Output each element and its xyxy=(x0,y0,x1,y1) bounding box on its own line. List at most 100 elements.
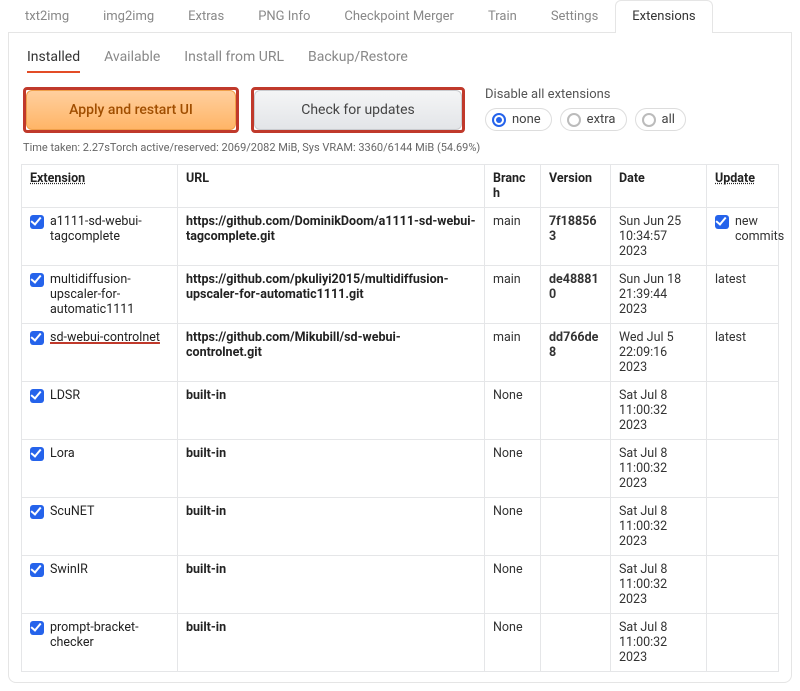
sub-tab-installed[interactable]: Installed xyxy=(27,43,80,73)
extension-checkbox[interactable] xyxy=(30,331,44,345)
extension-name: prompt-bracket-checker xyxy=(50,620,169,650)
extension-version xyxy=(541,382,611,440)
extension-name: Lora xyxy=(50,446,75,461)
disable-radio-extra[interactable]: extra xyxy=(560,108,627,131)
extension-name: a1111-sd-webui-tagcomplete xyxy=(50,214,169,244)
disable-extensions-group: Disable all extensions none extra all xyxy=(485,87,686,131)
apply-restart-button[interactable]: Apply and restart UI xyxy=(26,90,236,130)
sub-tab-available[interactable]: Available xyxy=(104,43,160,73)
th-url: URL xyxy=(178,165,485,208)
extension-branch: None xyxy=(485,440,541,498)
extension-checkbox[interactable] xyxy=(30,621,44,635)
extension-update xyxy=(707,614,779,672)
update-label: new commits xyxy=(735,214,784,244)
extension-date: Sat Jul 8 11:00:32 2023 xyxy=(611,498,707,556)
extension-update xyxy=(707,556,779,614)
disable-title: Disable all extensions xyxy=(485,87,686,102)
extensions-panel: Installed Available Install from URL Backup… xyxy=(8,33,792,683)
extension-branch: None xyxy=(485,614,541,672)
table-row: SwinIRbuilt-inNoneSat Jul 8 11:00:32 202… xyxy=(22,556,779,614)
extension-checkbox[interactable] xyxy=(30,215,44,229)
table-row: LDSR built-inNone Sat Jul 8 11:00:32 2023 xyxy=(22,382,779,440)
extension-date: Sun Jun 25 10:34:57 2023 xyxy=(611,208,707,266)
table-row: Lora built-inNone Sat Jul 8 11:00:32 2023 xyxy=(22,440,779,498)
extension-date: Sat Jul 8 11:00:32 2023 xyxy=(611,440,707,498)
table-header-row: Extension URL Branch Version Date Update xyxy=(22,165,779,208)
main-tab-png-info[interactable]: PNG Info xyxy=(241,0,327,32)
extension-name: ScuNET xyxy=(50,504,94,519)
check-highlight: Check for updates xyxy=(251,87,465,133)
radio-dot-icon xyxy=(567,113,581,127)
extension-name: sd-webui-controlnet xyxy=(50,330,160,345)
extension-update: new commits xyxy=(707,208,779,266)
table-row: prompt-bracket-checker built-inNone Sat Ju… xyxy=(22,614,779,672)
extension-date: Wed Jul 5 22:09:16 2023 xyxy=(611,324,707,382)
extension-branch: main xyxy=(485,324,541,382)
extension-url: https://github.com/pkuliyi2015/multidiff… xyxy=(178,266,485,324)
extension-update xyxy=(707,498,779,556)
th-extension[interactable]: Extension xyxy=(22,165,178,208)
extension-version xyxy=(541,614,611,672)
radio-label: all xyxy=(662,112,675,127)
sub-tabs: Installed Available Install from URL Backup… xyxy=(21,41,779,73)
check-updates-button[interactable]: Check for updates xyxy=(254,90,462,130)
table-row: multidiffusion-upscaler-for-automatic111… xyxy=(22,266,779,324)
extension-version xyxy=(541,440,611,498)
status-line: Time taken: 2.27sTorch active/reserved: … xyxy=(21,141,779,154)
main-tab-txt2img[interactable]: txt2img xyxy=(8,0,86,32)
extension-checkbox[interactable] xyxy=(30,273,44,287)
extension-version xyxy=(541,498,611,556)
extension-version: 7f188563 xyxy=(541,208,611,266)
extension-date: Sat Jul 8 11:00:32 2023 xyxy=(611,614,707,672)
extension-checkbox[interactable] xyxy=(30,563,44,577)
extension-checkbox[interactable] xyxy=(30,447,44,461)
extension-update: latest xyxy=(707,266,779,324)
main-tab-train[interactable]: Train xyxy=(471,0,534,32)
sub-tab-backup-restore[interactable]: Backup/Restore xyxy=(308,43,408,73)
extension-url: https://github.com/DominikDoom/a1111-sd-… xyxy=(178,208,485,266)
extension-checkbox[interactable] xyxy=(30,505,44,519)
extension-update xyxy=(707,440,779,498)
th-branch: Branch xyxy=(485,165,541,208)
extension-url: built-in xyxy=(178,440,485,498)
extension-branch: None xyxy=(485,556,541,614)
main-tab-settings[interactable]: Settings xyxy=(534,0,615,32)
extension-update: latest xyxy=(707,324,779,382)
extension-version xyxy=(541,556,611,614)
extension-name: SwinIR xyxy=(50,562,88,577)
update-checkbox[interactable] xyxy=(715,215,729,229)
extension-branch: main xyxy=(485,266,541,324)
radio-label: extra xyxy=(587,112,616,127)
sub-tab-install-from-url[interactable]: Install from URL xyxy=(184,43,284,73)
disable-radio-none[interactable]: none xyxy=(485,108,552,131)
th-update[interactable]: Update xyxy=(707,165,779,208)
main-tab-img2img[interactable]: img2img xyxy=(86,0,171,32)
table-row: sd-webui-controlnet https://github.com/Mi… xyxy=(22,324,779,382)
radio-dot-icon xyxy=(642,113,656,127)
radio-label: none xyxy=(512,112,541,127)
extension-version: de488810 xyxy=(541,266,611,324)
disable-radio-all[interactable]: all xyxy=(635,108,686,131)
th-version: Version xyxy=(541,165,611,208)
extension-date: Sat Jul 8 11:00:32 2023 xyxy=(611,556,707,614)
extension-update xyxy=(707,382,779,440)
table-row: a1111-sd-webui-tagcomplete https://github… xyxy=(22,208,779,266)
extension-url: built-in xyxy=(178,498,485,556)
apply-highlight: Apply and restart UI xyxy=(23,87,239,133)
extension-name: LDSR xyxy=(50,388,80,403)
extension-url: built-in xyxy=(178,614,485,672)
action-row: Apply and restart UI Check for updates D… xyxy=(21,87,779,133)
extension-url: built-in xyxy=(178,382,485,440)
radio-dot-icon xyxy=(492,113,506,127)
extension-branch: None xyxy=(485,382,541,440)
extension-branch: main xyxy=(485,208,541,266)
main-tab-extras[interactable]: Extras xyxy=(171,0,241,32)
extensions-table: Extension URL Branch Version Date Update… xyxy=(21,164,779,672)
main-tab-checkpoint-merger[interactable]: Checkpoint Merger xyxy=(327,0,471,32)
main-tab-extensions[interactable]: Extensions xyxy=(615,0,712,32)
extension-version: dd766de8 xyxy=(541,324,611,382)
main-tabs: txt2imgimg2imgExtrasPNG InfoCheckpoint M… xyxy=(8,0,792,33)
extension-checkbox[interactable] xyxy=(30,389,44,403)
extension-date: Sat Jul 8 11:00:32 2023 xyxy=(611,382,707,440)
extension-url: https://github.com/Mikubill/sd-webui-con… xyxy=(178,324,485,382)
